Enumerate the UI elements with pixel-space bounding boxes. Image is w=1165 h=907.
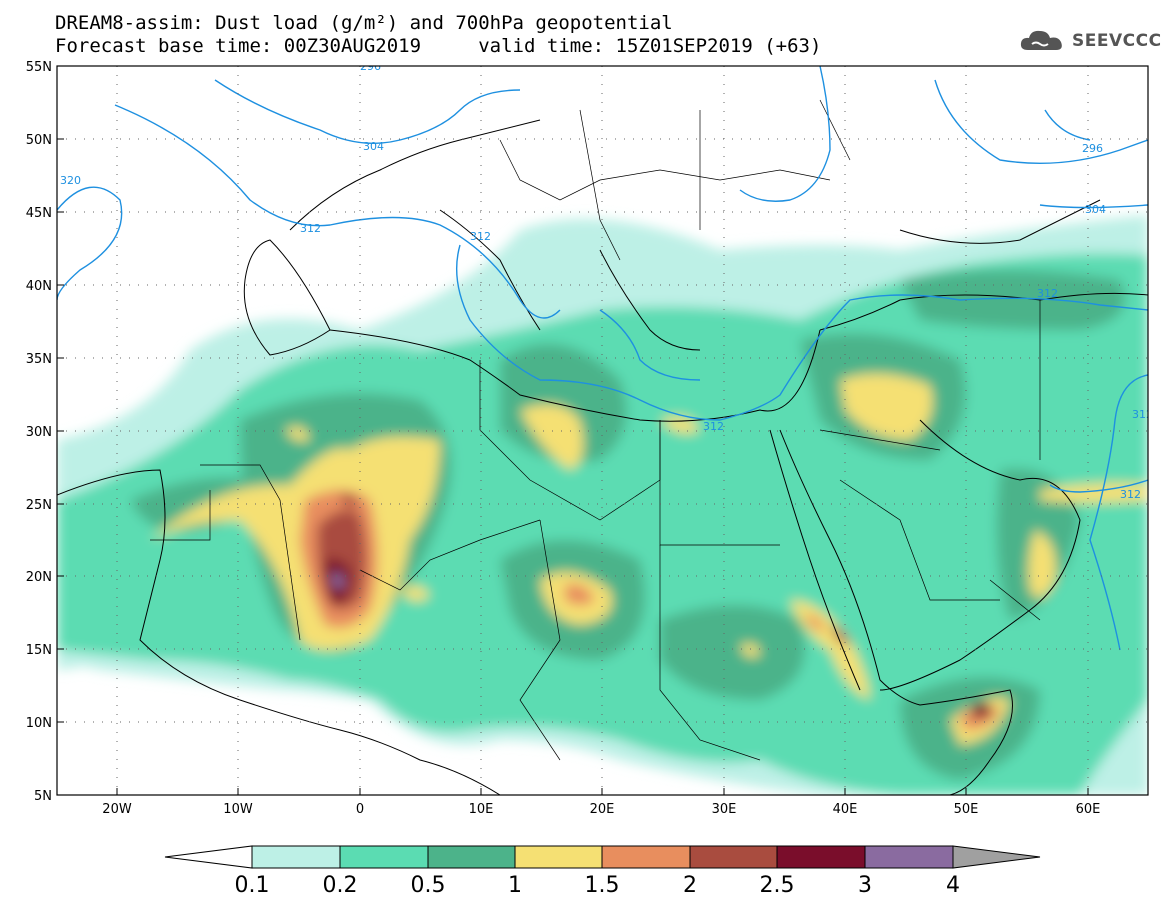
dust-load-field (57, 215, 1148, 795)
colorbar-tick: 0.2 (323, 873, 358, 898)
lat-label: 40N (26, 279, 52, 294)
map-title: DREAM8-assim: Dust load (g/m²) and 700hP… (55, 12, 673, 34)
colorbar-swatch (339, 845, 429, 869)
lon-label: 20W (102, 802, 132, 817)
colorbar-under-arrow (164, 845, 253, 869)
colorbar-swatch (514, 845, 603, 869)
forecast-time-line: Forecast base time: 00Z30AUG2019 valid t… (55, 35, 822, 57)
lon-label: 50E (954, 802, 979, 817)
contour-label: 296 (360, 60, 381, 73)
lat-label: 25N (26, 498, 52, 513)
lat-label: 15N (26, 643, 52, 658)
lon-label: 30E (712, 802, 737, 817)
contour-label: 312 (703, 420, 724, 433)
colorbar-tick: 4 (946, 873, 960, 898)
contour-labels: 296 304 312 312 312 312 312 296 304 312 … (60, 60, 1153, 501)
colorbar-tick: 2.5 (760, 873, 795, 898)
colorbar-swatch (689, 845, 778, 869)
logo-text: SEEVCCC (1072, 31, 1162, 51)
lon-label: 0 (356, 802, 364, 817)
colorbar-legend: 0.1 0.2 0.5 1 1.5 2 2.5 3 4 (164, 845, 1041, 898)
lon-label: 10W (223, 802, 253, 817)
contour-label: 312 (300, 222, 321, 235)
lat-label: 10N (26, 716, 52, 731)
contour-label: 312 (1037, 287, 1058, 300)
contour-label: 312 (470, 230, 491, 243)
lat-label: 45N (26, 206, 52, 221)
lat-label: 30N (26, 425, 52, 440)
contour-label: 320 (60, 174, 81, 187)
colorbar-tick: 1.5 (585, 873, 620, 898)
colorbar-tick: 2 (683, 873, 697, 898)
lon-label: 10E (469, 802, 494, 817)
lat-label: 20N (26, 570, 52, 585)
axis-ticks (57, 65, 1089, 796)
contour-label: 312 (1120, 488, 1141, 501)
lon-label: 20E (590, 802, 615, 817)
colorbar-tick: 0.1 (235, 873, 270, 898)
colorbar-swatch (427, 845, 516, 869)
lat-label: 50N (26, 133, 52, 148)
colorbar-swatch (864, 845, 954, 869)
lat-label: 35N (26, 352, 52, 367)
colorbar-tick: 3 (858, 873, 872, 898)
colorbar-swatch (601, 845, 691, 869)
contour-label: 296 (1082, 142, 1103, 155)
gridlines (57, 66, 1148, 795)
lon-label: 60E (1076, 802, 1101, 817)
lat-label: 55N (26, 60, 52, 75)
contour-label: 312 (1132, 408, 1153, 421)
cloud-icon (1020, 30, 1062, 50)
coastlines (57, 119, 1148, 795)
lat-label: 5N (34, 789, 52, 804)
country-borders (150, 99, 1041, 761)
colorbar-tick: 0.5 (411, 873, 446, 898)
contour-label: 304 (1085, 203, 1106, 216)
colorbar-tick: 1 (508, 873, 522, 898)
colorbar-swatch (776, 845, 866, 869)
longitude-labels: 20W 10W 0 10E 20E 30E 40E 50E 60E (102, 802, 1100, 817)
seevccc-logo: SEEVCCC (1018, 26, 1162, 56)
colorbar-swatch (251, 845, 341, 869)
contour-label: 304 (363, 140, 384, 153)
colorbar-over-arrow (952, 845, 1041, 869)
latitude-labels: 55N 50N 45N 40N 35N 30N 25N 20N 15N 10N … (26, 60, 52, 804)
geopotential-contours (57, 66, 1148, 651)
lon-label: 40E (833, 802, 858, 817)
